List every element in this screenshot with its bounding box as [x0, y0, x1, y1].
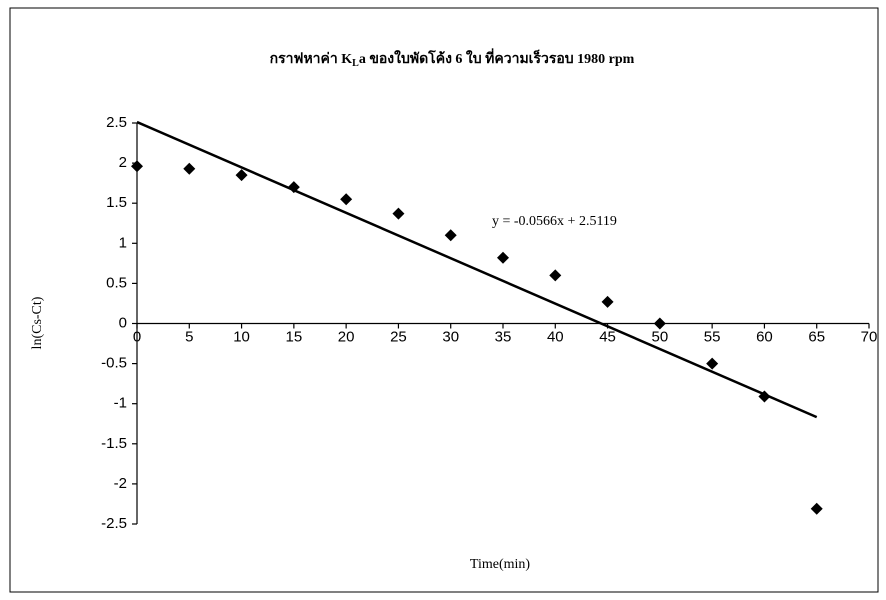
y-tick-label: 2: [119, 154, 127, 171]
data-point: [183, 162, 196, 175]
x-tick-label: 60: [756, 328, 773, 345]
x-axis-label: Time(min): [470, 557, 530, 572]
data-point: [601, 295, 614, 308]
trendline-label: y = -0.0566x + 2.5119: [492, 214, 617, 229]
chart-title: กราฟหาค่า KLa ของใบพัดโค้ง 6 ใบ ที่ความเ…: [270, 48, 635, 69]
x-tick-label: 50: [652, 328, 669, 345]
data-point: [340, 193, 353, 206]
y-tick-label: 0.5: [106, 274, 127, 291]
x-tick-label: 15: [286, 328, 303, 345]
x-tick-label: 30: [442, 328, 459, 345]
x-tick-label: 40: [547, 328, 564, 345]
y-axis-label: ln(Cs-Ct): [30, 296, 45, 349]
x-tick-label: 55: [704, 328, 721, 345]
data-point: [549, 269, 562, 282]
y-tick-label: 1: [119, 234, 127, 251]
data-point: [653, 317, 666, 330]
data-point: [706, 357, 719, 370]
y-tick-label: 1.5: [106, 194, 127, 211]
data-point: [758, 390, 771, 403]
data-point: [287, 181, 300, 194]
x-tick-label: 45: [599, 328, 616, 345]
x-tick-label: 25: [390, 328, 407, 345]
data-point: [392, 207, 405, 220]
y-tick-label: -2: [114, 475, 127, 492]
x-tick-label: 35: [495, 328, 512, 345]
x-tick-label: 10: [233, 328, 250, 345]
y-tick-label: -0.5: [101, 355, 127, 372]
x-tick-label: 0: [133, 328, 141, 345]
title-part: a ของใบพัดโค้ง 6 ใบ ที่ความเร็วรอบ 1980 …: [359, 48, 635, 67]
x-tick-label: 20: [338, 328, 355, 345]
title-subscript: L: [352, 58, 359, 69]
data-point: [497, 251, 509, 264]
y-tick-label: -1.5: [101, 435, 127, 452]
x-tick-label: 65: [808, 328, 825, 345]
x-tick-label: 70: [861, 328, 878, 345]
data-point: [131, 160, 143, 173]
trendline: [136, 120, 818, 419]
y-tick-label: 2.5: [106, 114, 127, 131]
chart-border: [9, 7, 879, 593]
data-point: [444, 229, 457, 242]
x-tick-label: 5: [185, 328, 193, 345]
title-part: กราฟหาค่า K: [270, 51, 353, 67]
y-tick-label: -2.5: [101, 515, 127, 532]
data-point: [810, 502, 823, 515]
y-tick-label: -1: [114, 395, 127, 412]
data-point: [235, 169, 248, 182]
y-tick-label: 0: [119, 314, 127, 331]
